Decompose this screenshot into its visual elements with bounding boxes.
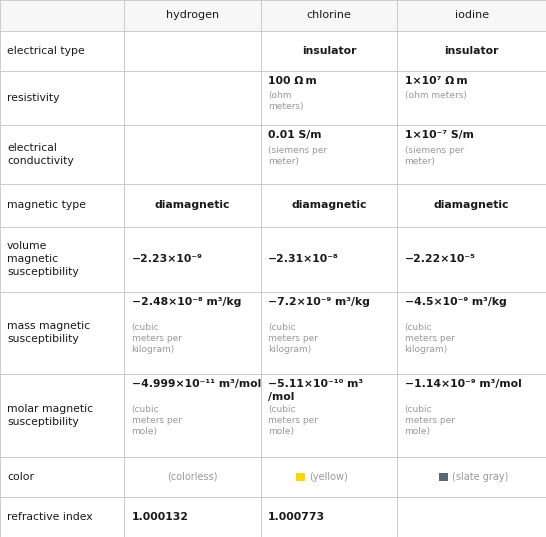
Bar (397, 227, 546, 292)
Text: (cubic
meters per
mole): (cubic meters per mole) (268, 405, 318, 437)
Text: (yellow): (yellow) (309, 472, 348, 482)
Bar (0, 457, 124, 497)
Text: (cubic
meters per
kilogram): (cubic meters per kilogram) (405, 323, 455, 354)
Bar (397, 125, 546, 184)
Text: (cubic
meters per
kilogram): (cubic meters per kilogram) (132, 323, 182, 354)
Bar (261, 125, 397, 184)
Text: color: color (7, 472, 34, 482)
Text: (cubic
meters per
mole): (cubic meters per mole) (132, 405, 182, 437)
Text: 0.01 S/m: 0.01 S/m (268, 130, 322, 141)
Bar (0, 125, 124, 184)
Bar (261, 457, 397, 497)
Bar (261, 0, 397, 31)
Text: −2.22×10⁻⁵: −2.22×10⁻⁵ (405, 254, 476, 264)
Text: (colorless): (colorless) (168, 472, 218, 482)
Text: insulator: insulator (302, 46, 357, 56)
Text: −2.31×10⁻⁸: −2.31×10⁻⁸ (268, 254, 339, 264)
Bar (124, 31, 261, 71)
Text: diamagnetic: diamagnetic (434, 200, 509, 211)
Bar (261, 292, 397, 374)
Bar (439, 473, 448, 481)
Bar (0, 292, 124, 374)
Bar (124, 0, 261, 31)
Bar (397, 71, 546, 125)
Bar (397, 31, 546, 71)
Text: (ohm meters): (ohm meters) (405, 91, 466, 100)
Text: (cubic
meters per
mole): (cubic meters per mole) (405, 405, 455, 437)
Bar (0, 0, 124, 31)
Text: (siemens per
meter): (siemens per meter) (405, 146, 464, 165)
Text: −2.23×10⁻⁹: −2.23×10⁻⁹ (132, 254, 203, 264)
Bar (261, 374, 397, 457)
Bar (397, 497, 546, 537)
Text: insulator: insulator (444, 46, 499, 56)
Text: iodine: iodine (455, 10, 489, 20)
Bar (261, 497, 397, 537)
Bar (261, 227, 397, 292)
Bar (397, 457, 546, 497)
Text: magnetic type: magnetic type (7, 200, 86, 211)
Bar (0, 374, 124, 457)
Text: 1×10⁻⁷ S/m: 1×10⁻⁷ S/m (405, 130, 473, 141)
Text: mass magnetic
susceptibility: mass magnetic susceptibility (7, 322, 90, 344)
Text: electrical
conductivity: electrical conductivity (7, 143, 74, 166)
Text: (cubic
meters per
kilogram): (cubic meters per kilogram) (268, 323, 318, 354)
Bar (124, 374, 261, 457)
Text: 1.000773: 1.000773 (268, 512, 325, 522)
Bar (397, 0, 546, 31)
Bar (0, 71, 124, 125)
Bar (261, 71, 397, 125)
Bar (0, 184, 124, 227)
Text: refractive index: refractive index (7, 512, 93, 522)
Text: volume
magnetic
susceptibility: volume magnetic susceptibility (7, 241, 79, 277)
Text: −5.11×10⁻¹⁰ m³
/mol: −5.11×10⁻¹⁰ m³ /mol (268, 380, 363, 402)
Bar (0, 227, 124, 292)
Bar (296, 473, 305, 481)
Bar (261, 31, 397, 71)
Bar (124, 292, 261, 374)
Text: 1×10⁷ Ω m: 1×10⁷ Ω m (405, 76, 467, 86)
Text: electrical type: electrical type (7, 46, 85, 56)
Text: −4.999×10⁻¹¹ m³/mol: −4.999×10⁻¹¹ m³/mol (132, 380, 261, 389)
Text: (ohm
meters): (ohm meters) (268, 91, 304, 111)
Text: diamagnetic: diamagnetic (155, 200, 230, 211)
Text: −2.48×10⁻⁸ m³/kg: −2.48×10⁻⁸ m³/kg (132, 297, 241, 307)
Bar (397, 184, 546, 227)
Text: (siemens per
meter): (siemens per meter) (268, 146, 327, 165)
Bar (124, 184, 261, 227)
Text: −7.2×10⁻⁹ m³/kg: −7.2×10⁻⁹ m³/kg (268, 297, 370, 307)
Bar (124, 125, 261, 184)
Bar (397, 292, 546, 374)
Text: chlorine: chlorine (307, 10, 352, 20)
Text: resistivity: resistivity (7, 93, 60, 103)
Text: molar magnetic
susceptibility: molar magnetic susceptibility (7, 404, 93, 427)
Text: hydrogen: hydrogen (166, 10, 219, 20)
Text: (slate gray): (slate gray) (452, 472, 508, 482)
Text: 1.000132: 1.000132 (132, 512, 188, 522)
Bar (124, 71, 261, 125)
Text: −1.14×10⁻⁹ m³/mol: −1.14×10⁻⁹ m³/mol (405, 380, 521, 389)
Text: 100 Ω m: 100 Ω m (268, 76, 317, 86)
Bar (397, 374, 546, 457)
Text: −4.5×10⁻⁹ m³/kg: −4.5×10⁻⁹ m³/kg (405, 297, 506, 307)
Bar (124, 497, 261, 537)
Bar (0, 497, 124, 537)
Bar (124, 227, 261, 292)
Bar (124, 457, 261, 497)
Bar (0, 31, 124, 71)
Bar (261, 184, 397, 227)
Text: diamagnetic: diamagnetic (292, 200, 367, 211)
